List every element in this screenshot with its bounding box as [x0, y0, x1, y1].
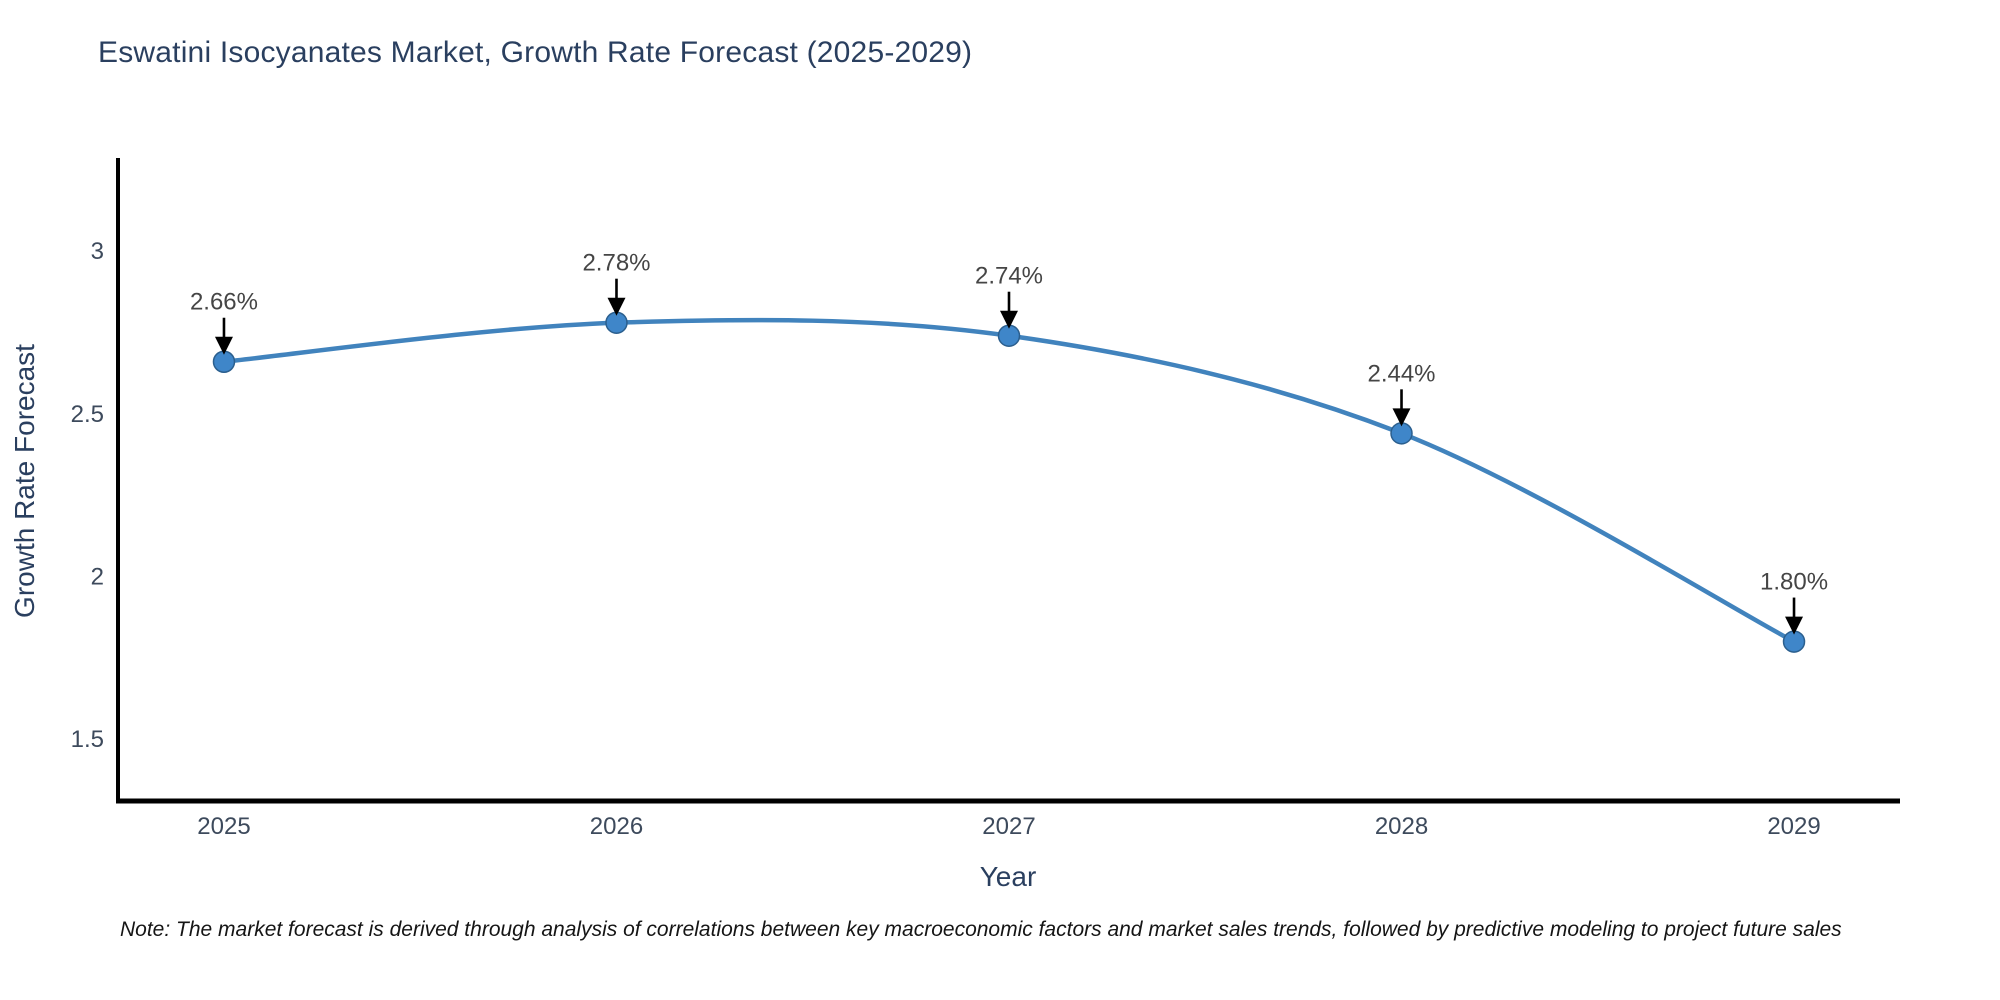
- point-annotation: 2.78%: [582, 250, 651, 316]
- point-annotation: 1.80%: [1760, 569, 1828, 635]
- y-tick-label: 3: [91, 238, 104, 265]
- x-tick-label: 2027: [982, 813, 1035, 840]
- x-tick-label: 2026: [590, 813, 643, 840]
- x-axis-title: Year: [980, 861, 1037, 892]
- point-value-label: 2.74%: [975, 263, 1043, 290]
- x-tick-label: 2025: [197, 813, 250, 840]
- point-annotation: 2.44%: [1367, 360, 1436, 427]
- y-tick-label: 2: [91, 563, 104, 590]
- point-annotation: 2.74%: [975, 263, 1043, 329]
- point-annotation: 2.66%: [190, 289, 258, 355]
- y-tick-label: 1.5: [71, 726, 104, 753]
- y-axis-title: Growth Rate Forecast: [9, 344, 40, 618]
- x-tick-labels: 2025 2026 2027 2028 2029: [197, 813, 1820, 840]
- y-tick-label: 2.5: [71, 401, 104, 428]
- x-tick-label: 2029: [1767, 813, 1820, 840]
- forecast-line: [221, 317, 1797, 644]
- x-tick-label: 2028: [1375, 813, 1428, 840]
- y-tick-labels: 1.5 2 2.5 3: [71, 238, 104, 753]
- point-value-label: 2.66%: [190, 289, 258, 316]
- footnote: Note: The market forecast is derived thr…: [120, 918, 1842, 941]
- data-point-markers: [212, 311, 1806, 653]
- point-value-label: 2.44%: [1367, 360, 1435, 387]
- chart-title: Eswatini Isocyanates Market, Growth Rate…: [98, 36, 973, 69]
- annotation-arrowhead-icon: [607, 297, 626, 316]
- annotation-arrowhead-icon: [1785, 616, 1804, 635]
- annotation-arrowhead-icon: [214, 336, 233, 355]
- annotation-arrowhead-icon: [1392, 408, 1411, 427]
- point-value-label: 1.80%: [1760, 569, 1828, 596]
- data-point-annotations: 2.66% 2.78% 2.74% 2.44% 1.80%: [190, 250, 1828, 635]
- annotation-arrowhead-icon: [1000, 310, 1018, 329]
- point-value-label: 2.78%: [582, 250, 650, 277]
